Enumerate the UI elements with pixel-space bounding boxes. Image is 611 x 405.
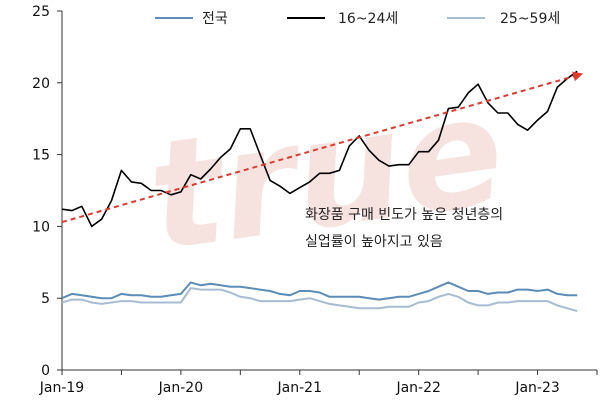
x-tick-label: Jan-21 (277, 380, 322, 396)
y-tick-label: 20 (32, 76, 50, 92)
x-tick-label: Jan-23 (514, 380, 559, 396)
annotation-line-2: 실업률이 높아지고 있음 (305, 234, 443, 250)
x-tick-label: Jan-20 (158, 380, 203, 396)
x-tick-label: Jan-22 (395, 380, 440, 396)
legend-label: 전국 (202, 11, 228, 27)
series-line (61, 281, 578, 301)
y-tick-label: 5 (41, 291, 50, 307)
annotation: 화장품 구매 빈도가 높은 청년층의 실업률이 높아지고 있음 (305, 207, 503, 250)
legend-label: 16~24세 (338, 11, 398, 27)
y-axis: 0 5 10 15 20 25 (32, 4, 62, 379)
y-tick-label: 0 (41, 363, 50, 379)
y-tick-label: 25 (32, 4, 50, 20)
legend: 전국 16~24세 25~59세 (155, 11, 560, 27)
series-line (61, 70, 578, 228)
x-axis: Jan-19 Jan-20 Jan-21 Jan-22 Jan-23 (39, 370, 598, 396)
x-tick-label: Jan-19 (39, 380, 84, 396)
annotation-line-1: 화장품 구매 빈도가 높은 청년층의 (305, 207, 503, 223)
series-lines (61, 70, 578, 313)
legend-label: 25~59세 (500, 11, 560, 27)
series-line (61, 287, 578, 313)
axes (61, 11, 597, 371)
y-tick-label: 15 (32, 148, 50, 164)
watermark-text: true (139, 64, 514, 286)
y-tick-label: 10 (32, 219, 50, 235)
